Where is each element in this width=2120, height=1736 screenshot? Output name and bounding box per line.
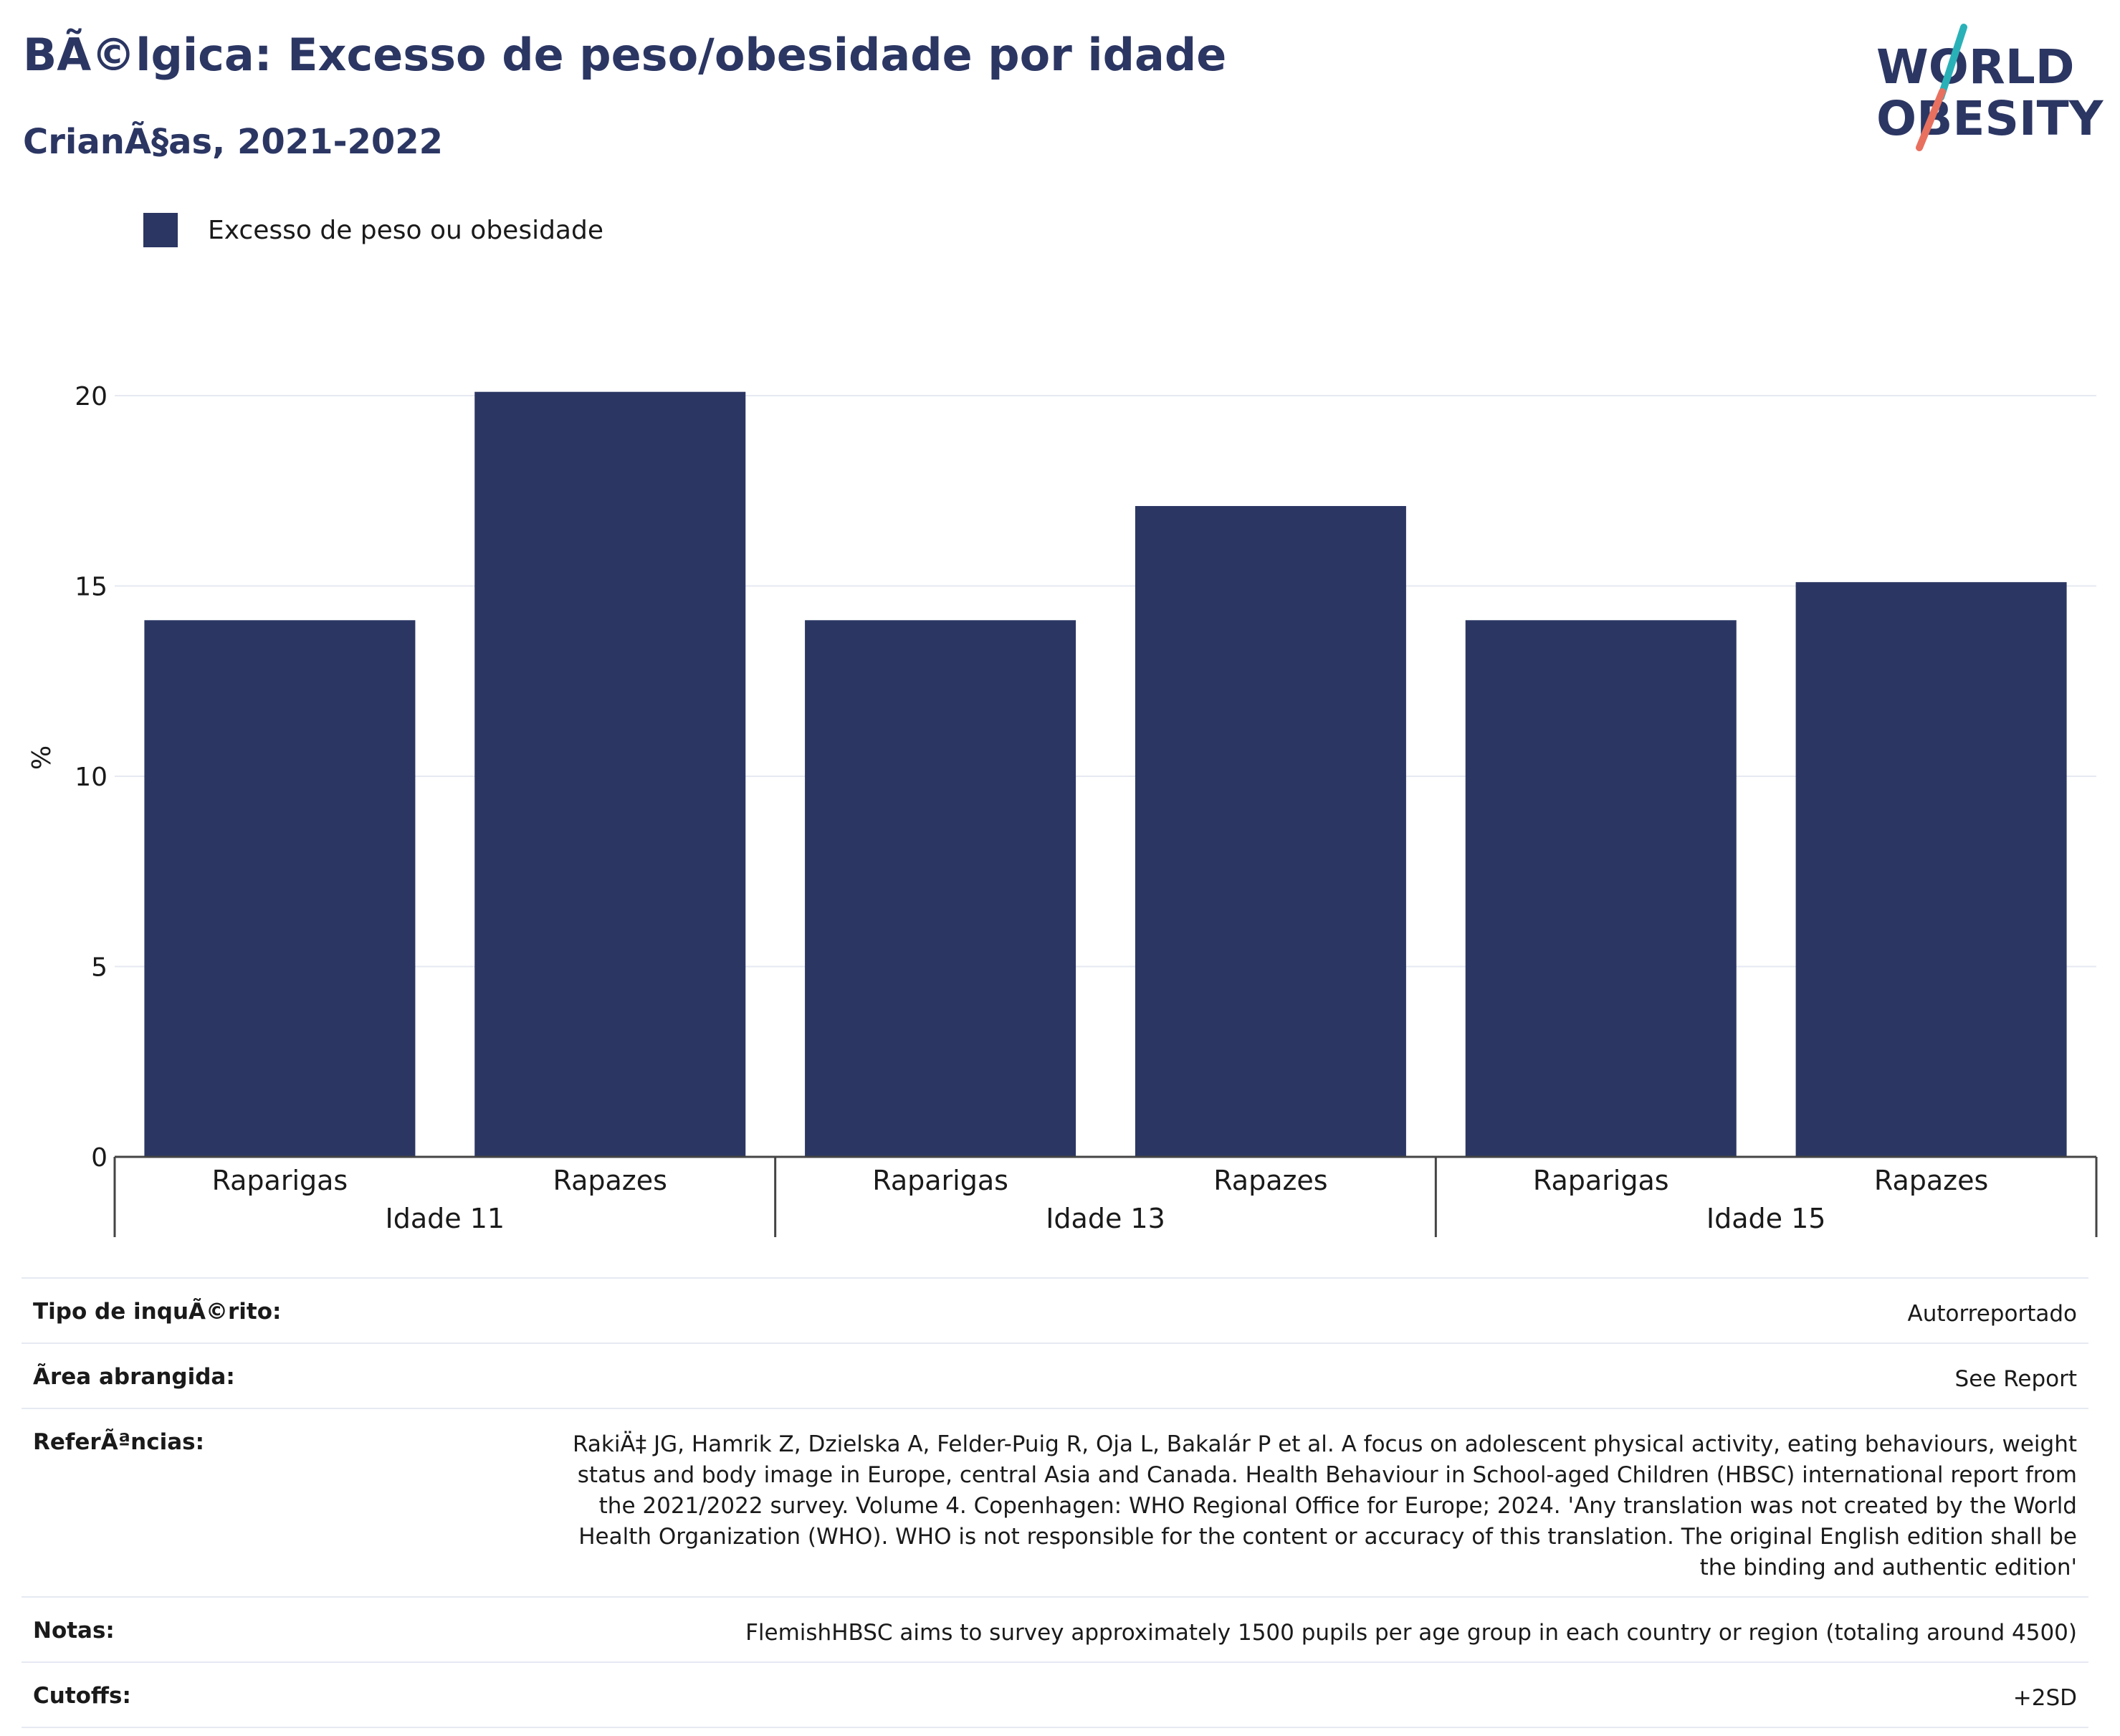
bar (1795, 582, 2067, 1157)
meta-row-area: Ãrea abrangida: See Report (22, 1342, 2088, 1408)
meta-key: Notas: (33, 1618, 115, 1644)
legend-swatch (143, 213, 178, 247)
axes: 0 5 10 15 20 Raparigas Rapazes Raparigas Rapazes… (75, 382, 2098, 1237)
chart-subtitle: CrianÃ§as, 2021-2022 (23, 122, 444, 162)
meta-key: ReferÃªncias: (33, 1429, 205, 1455)
x-category-label: Raparigas (212, 1165, 348, 1196)
logo-slash-teal (1937, 24, 1967, 101)
x-category-label: Raparigas (1533, 1165, 1669, 1196)
meta-value: RakiÄ‡ JG, Hamrik Z, Dzielska A, Felder-… (573, 1431, 2077, 1580)
bar (1135, 505, 1406, 1157)
meta-value: +2SD (2012, 1685, 2077, 1711)
x-group-label: Idade 11 (386, 1203, 505, 1234)
logo-text-obesity: OBESITY (1876, 91, 2104, 146)
bars (144, 391, 2067, 1158)
meta-key: Cutoffs: (33, 1683, 131, 1709)
meta-key: Tipo de inquÃ©rito: (33, 1299, 282, 1325)
bar-chart: 0 5 10 15 20 Raparigas Rapazes Raparigas Rapazes… (27, 382, 2098, 1237)
meta-row-survey-type: Tipo de inquÃ©rito: Autorreportado (22, 1277, 2088, 1342)
meta-row-notes: Notas: FlemishHBSC aims to survey approx… (22, 1596, 2088, 1661)
logo-slash-coral (1916, 88, 1946, 151)
chart-legend[interactable]: Excesso de peso ou obesidade (143, 212, 603, 248)
x-category-label: Rapazes (1874, 1165, 1988, 1196)
world-obesity-logo: WORLD OBESITY (1876, 24, 2104, 151)
logo-text-world: WORLD (1876, 39, 2075, 95)
y-tick-label: 5 (91, 953, 108, 983)
meta-row-references: ReferÃªncias: RakiÄ‡ JG, Hamrik Z, Dziel… (22, 1408, 2088, 1596)
meta-value: Autorreportado (1907, 1301, 2078, 1327)
grid-lines (115, 395, 2096, 968)
meta-value: FlemishHBSC aims to survey approximately… (745, 1620, 2077, 1646)
y-tick-label: 0 (91, 1143, 108, 1173)
y-tick-label: 10 (75, 763, 108, 792)
bar (144, 620, 416, 1157)
meta-key: Ãrea abrangida: (33, 1364, 235, 1390)
meta-row-cutoffs: Cutoffs: +2SD (22, 1661, 2088, 1728)
y-axis-label: % (27, 745, 57, 770)
y-tick-label: 20 (75, 382, 108, 411)
bar (1465, 620, 1737, 1157)
bar (805, 620, 1076, 1157)
legend-label: Excesso de peso ou obesidade (208, 215, 603, 245)
bar (474, 391, 746, 1158)
x-category-label: Rapazes (1213, 1165, 1327, 1196)
x-group-label: Idade 15 (1706, 1203, 1826, 1234)
metadata-table: Tipo de inquÃ©rito: Autorreportado Ãrea … (22, 1277, 2088, 1728)
x-category-label: Raparigas (872, 1165, 1008, 1196)
chart-title: BÃ©lgica: Excesso de peso/obesidade por … (23, 29, 1227, 81)
y-tick-label: 15 (75, 573, 108, 602)
meta-value: See Report (1954, 1366, 2077, 1392)
x-group-label: Idade 13 (1046, 1203, 1165, 1234)
x-category-label: Rapazes (553, 1165, 667, 1196)
